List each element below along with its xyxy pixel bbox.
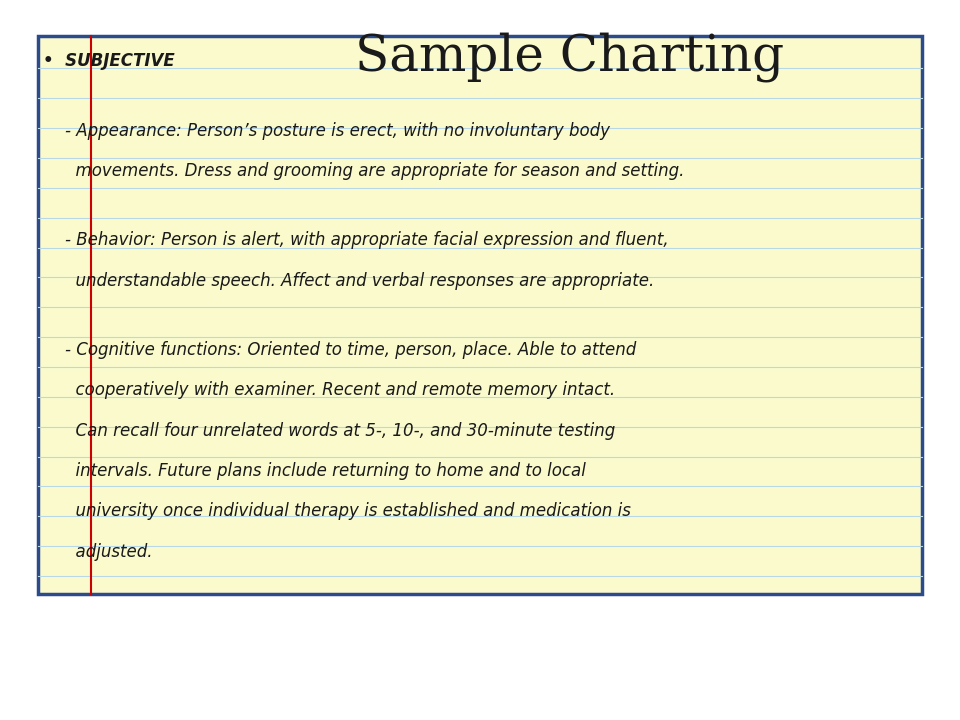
Text: cooperatively with examiner. Recent and remote memory intact.: cooperatively with examiner. Recent and … xyxy=(65,382,615,399)
Text: understandable speech. Affect and verbal responses are appropriate.: understandable speech. Affect and verbal… xyxy=(65,271,655,289)
Text: - Cognitive functions: Oriented to time, person, place. Able to attend: - Cognitive functions: Oriented to time,… xyxy=(65,341,636,359)
Text: movements. Dress and grooming are appropriate for season and setting.: movements. Dress and grooming are approp… xyxy=(65,163,684,180)
Text: •  SUBJECTIVE: • SUBJECTIVE xyxy=(43,52,175,70)
Text: Sample Charting: Sample Charting xyxy=(355,32,784,82)
Text: Can recall four unrelated words at 5-, 10-, and 30-minute testing: Can recall four unrelated words at 5-, 1… xyxy=(65,421,615,439)
Text: adjusted.: adjusted. xyxy=(65,543,153,560)
Text: - Behavior: Person is alert, with appropriate facial expression and fluent,: - Behavior: Person is alert, with approp… xyxy=(65,231,669,249)
FancyBboxPatch shape xyxy=(38,36,922,594)
Text: intervals. Future plans include returning to home and to local: intervals. Future plans include returnin… xyxy=(65,462,587,480)
Text: university once individual therapy is established and medication is: university once individual therapy is es… xyxy=(65,503,631,520)
Text: - Appearance: Person’s posture is erect, with no involuntary body: - Appearance: Person’s posture is erect,… xyxy=(65,122,611,140)
